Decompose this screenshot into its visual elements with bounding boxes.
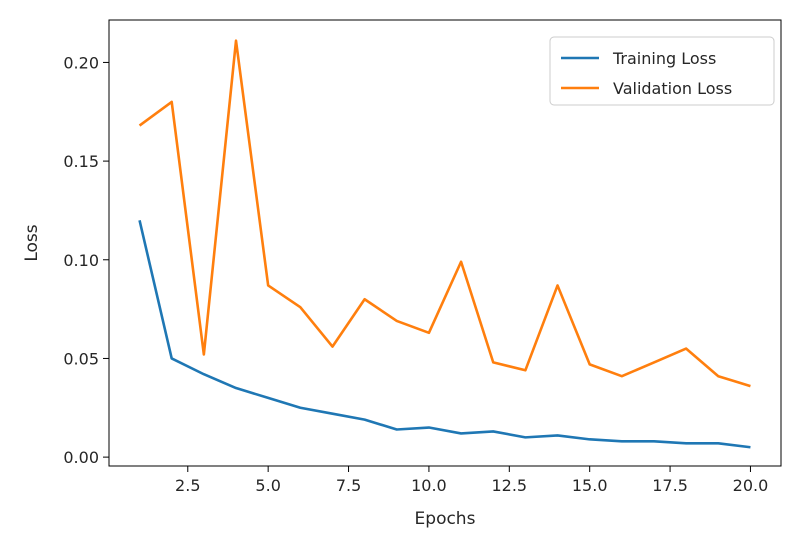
x-axis-ticks: 2.5 5.0 7.5 10.0 12.5 15.0 17.5 20.0 <box>175 466 768 495</box>
y-tick-label: 0.10 <box>63 251 99 270</box>
plot-frame <box>108 19 782 467</box>
x-tick-label: 2.5 <box>175 476 200 495</box>
y-tick-label: 0.05 <box>63 349 99 368</box>
x-tick-label: 5.0 <box>255 476 280 495</box>
x-tick-label: 17.5 <box>652 476 688 495</box>
y-axis-label: Loss <box>22 224 42 261</box>
x-tick-label: 7.5 <box>336 476 361 495</box>
y-tick-label: 0.20 <box>63 53 99 72</box>
x-axis-label: Epochs <box>415 509 476 529</box>
x-tick-label: 12.5 <box>491 476 527 495</box>
series-line-validation-loss <box>138 39 751 388</box>
legend-label: Training Loss <box>612 49 716 68</box>
x-tick-label: 15.0 <box>572 476 608 495</box>
x-tick-label: 10.0 <box>411 476 447 495</box>
series-line-training-loss <box>138 220 751 449</box>
legend-box <box>549 36 775 106</box>
series-layer <box>138 39 751 449</box>
y-tick-label: 0.15 <box>63 152 99 171</box>
y-axis-ticks: 0.00 0.05 0.10 0.15 0.20 <box>63 53 109 467</box>
y-tick-label: 0.00 <box>63 448 99 467</box>
x-tick-label: 20.0 <box>733 476 769 495</box>
legend-label: Validation Loss <box>613 79 732 98</box>
legend: Training Loss Validation Loss <box>549 36 775 106</box>
